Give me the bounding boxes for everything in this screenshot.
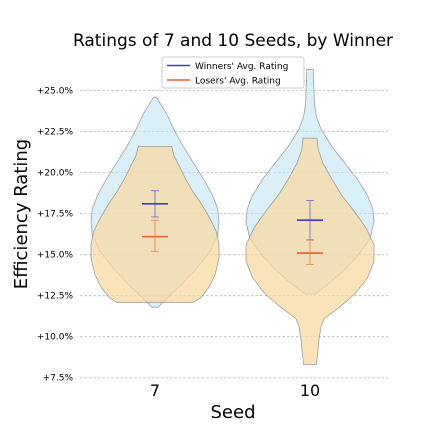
legend: Winners' Avg. Rating Losers' Avg. Rating [161,56,305,89]
y-tick-label: +12.5% [37,292,74,302]
x-tick-label-10: 10 [300,381,320,400]
legend-box [161,56,305,89]
violin-plot-area [90,68,375,365]
x-tick-label-7: 7 [150,381,160,400]
y-tick-label: +22.5% [37,128,74,138]
y-tick-label: +25.0% [37,87,74,97]
y-tick-label: +20.0% [37,169,74,179]
y-tick-label: +7.5% [43,374,74,384]
y-tick-label: +15.0% [37,251,74,261]
legend-label-winners: Winners' Avg. Rating [195,62,288,72]
y-tick-label: +10.0% [37,333,74,343]
y-axis-ticks: +7.5% +10.0% +12.5% +15.0% +17.5% +20.0% +22.5… [37,87,74,384]
y-axis-label: Efficiency Rating [11,139,32,289]
x-axis-label: Seed [211,402,256,423]
error-bars [142,190,323,266]
y-tick-label: +17.5% [37,210,74,220]
chart-title: Ratings of 7 and 10 Seeds, by Winner [73,31,393,51]
legend-label-losers: Losers' Avg. Rating [195,77,281,87]
x-axis-ticks: 7 10 [150,381,320,400]
